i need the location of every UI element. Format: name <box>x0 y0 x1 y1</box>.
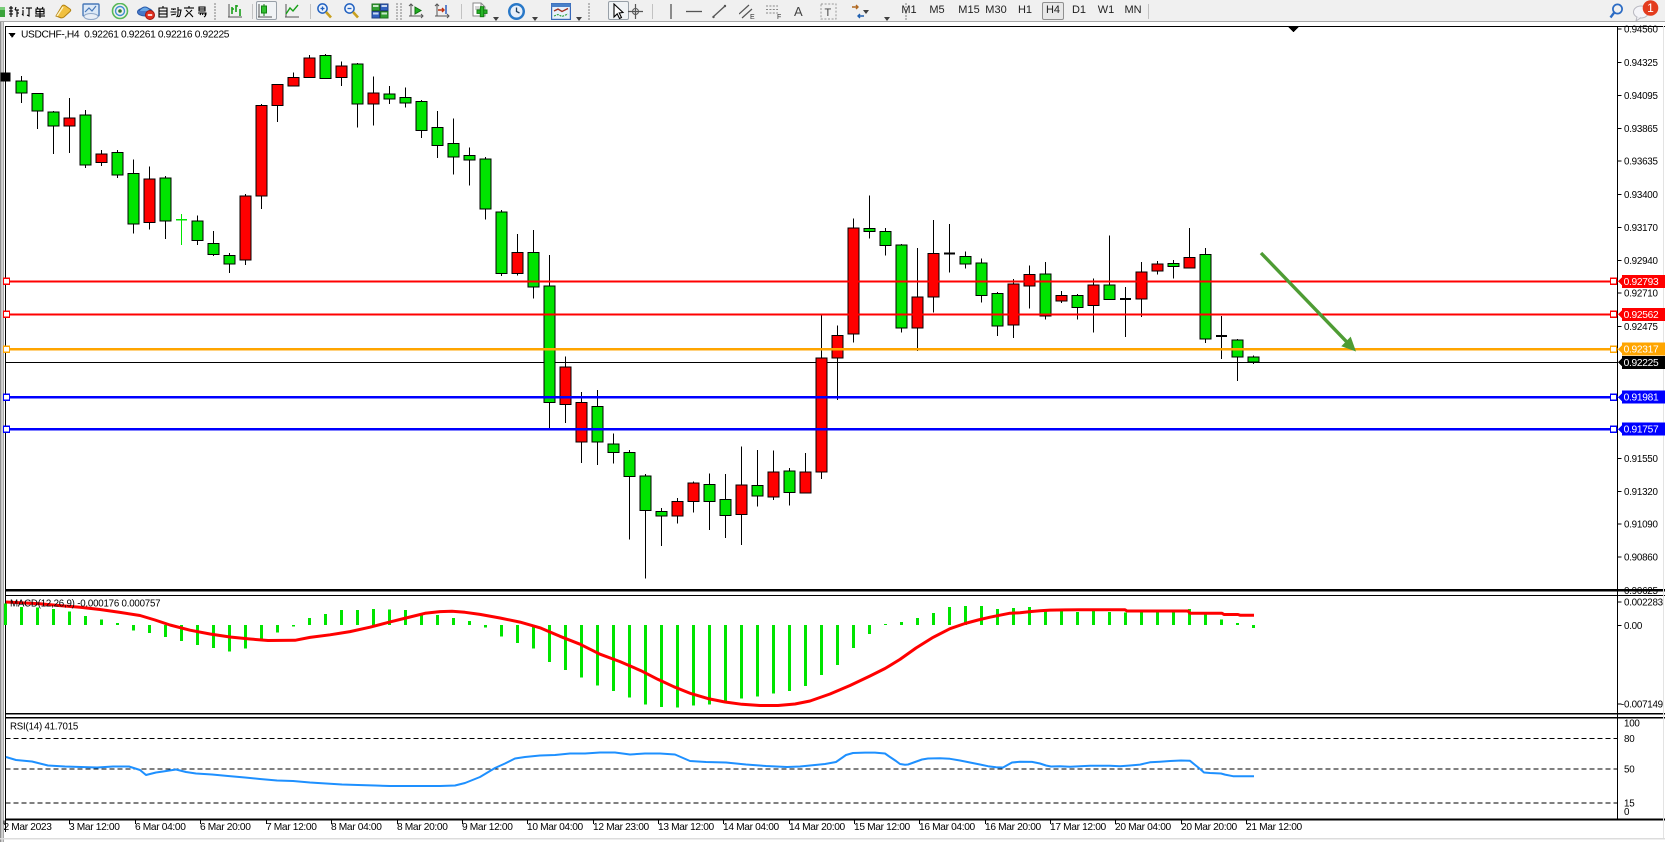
svg-text:0: 0 <box>1624 807 1630 818</box>
svg-text:0.92475: 0.92475 <box>1624 322 1658 333</box>
svg-text:0.91090: 0.91090 <box>1624 520 1658 531</box>
svg-text:USDCHF-,H4 0.92261 0.92261 0.: USDCHF-,H4 0.92261 0.92261 0.92216 0.922… <box>21 29 230 40</box>
svg-text:-0.007149: -0.007149 <box>1621 700 1663 711</box>
svg-text:0.92793: 0.92793 <box>1624 277 1659 288</box>
svg-text:15: 15 <box>1624 799 1635 810</box>
svg-text:15 Mar 12:00: 15 Mar 12:00 <box>854 822 911 833</box>
svg-text:7 Mar 12:00: 7 Mar 12:00 <box>266 822 317 833</box>
svg-text:0.93865: 0.93865 <box>1624 124 1658 135</box>
svg-text:14 Mar 20:00: 14 Mar 20:00 <box>789 822 846 833</box>
svg-text:0.94325: 0.94325 <box>1624 58 1658 69</box>
svg-text:6 Mar 20:00: 6 Mar 20:00 <box>200 822 251 833</box>
svg-text:21 Mar 12:00: 21 Mar 12:00 <box>1246 822 1303 833</box>
svg-text:0.94095: 0.94095 <box>1624 91 1658 102</box>
svg-text:6 Mar 04:00: 6 Mar 04:00 <box>135 822 186 833</box>
svg-text:8 Mar 20:00: 8 Mar 20:00 <box>397 822 448 833</box>
svg-text:16 Mar 04:00: 16 Mar 04:00 <box>919 822 976 833</box>
svg-text:0.91550: 0.91550 <box>1624 454 1658 465</box>
svg-text:0.90860: 0.90860 <box>1624 553 1658 564</box>
svg-text:0.91981: 0.91981 <box>1624 393 1659 404</box>
svg-text:1: 1 <box>1647 1 1654 15</box>
svg-text:0.93635: 0.93635 <box>1624 157 1658 168</box>
svg-text:14 Mar 04:00: 14 Mar 04:00 <box>723 822 780 833</box>
svg-text:80: 80 <box>1624 734 1635 745</box>
svg-text:0.92940: 0.92940 <box>1624 256 1658 267</box>
svg-text:0.91757: 0.91757 <box>1624 425 1659 436</box>
svg-text:MACD(12,26,9) -0.000176 0.0007: MACD(12,26,9) -0.000176 0.000757 <box>10 599 160 610</box>
svg-text:9 Mar 12:00: 9 Mar 12:00 <box>462 822 513 833</box>
svg-text:3 Mar 12:00: 3 Mar 12:00 <box>69 822 120 833</box>
svg-text:0.90625: 0.90625 <box>1624 586 1658 597</box>
svg-text:0.002283: 0.002283 <box>1624 598 1664 609</box>
svg-text:10 Mar 04:00: 10 Mar 04:00 <box>527 822 584 833</box>
svg-text:0.92562: 0.92562 <box>1624 310 1659 321</box>
svg-text:F: F <box>777 14 781 20</box>
svg-text:20 Mar 04:00: 20 Mar 04:00 <box>1115 822 1172 833</box>
svg-text:8 Mar 04:00: 8 Mar 04:00 <box>331 822 382 833</box>
svg-text:0.00: 0.00 <box>1624 621 1643 632</box>
svg-text:100: 100 <box>1624 719 1640 730</box>
svg-text:0.92225: 0.92225 <box>1624 358 1659 369</box>
svg-text:50: 50 <box>1624 764 1635 775</box>
svg-text:20 Mar 20:00: 20 Mar 20:00 <box>1181 822 1238 833</box>
svg-text:T: T <box>825 7 832 19</box>
svg-text:16 Mar 20:00: 16 Mar 20:00 <box>985 822 1042 833</box>
svg-text:E: E <box>750 14 755 20</box>
svg-text:0.93400: 0.93400 <box>1624 190 1658 201</box>
svg-text:RSI(14) 41.7015: RSI(14) 41.7015 <box>10 722 78 733</box>
svg-text:0.93170: 0.93170 <box>1624 223 1658 234</box>
svg-text:17 Mar 12:00: 17 Mar 12:00 <box>1050 822 1107 833</box>
svg-text:13 Mar 12:00: 13 Mar 12:00 <box>658 822 715 833</box>
svg-text:0.92710: 0.92710 <box>1624 289 1658 300</box>
svg-text:0.94560: 0.94560 <box>1624 25 1658 36</box>
svg-text:0.92317: 0.92317 <box>1624 345 1659 356</box>
svg-text:0.91320: 0.91320 <box>1624 487 1658 498</box>
svg-text:2 Mar 2023: 2 Mar 2023 <box>4 822 53 833</box>
svg-text:12 Mar 23:00: 12 Mar 23:00 <box>593 822 650 833</box>
